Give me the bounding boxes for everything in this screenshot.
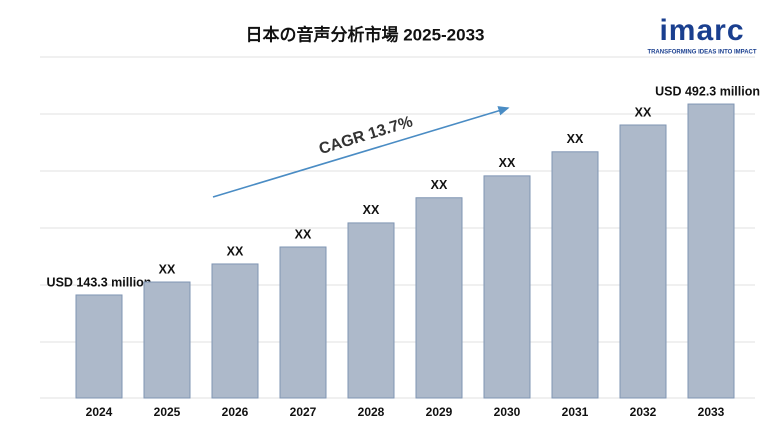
bar [211, 263, 259, 399]
x-tick-label: 2025 [154, 405, 181, 419]
bar [143, 281, 191, 399]
value-label: XX [159, 262, 176, 276]
bar [415, 197, 463, 399]
value-label: XX [499, 156, 516, 170]
x-tick-label: 2028 [358, 405, 385, 419]
cagr-arrow [212, 106, 510, 198]
bar [483, 175, 531, 399]
value-label: XX [295, 227, 312, 241]
value-label: XX [227, 244, 244, 258]
value-label: USD 143.3 million [47, 275, 152, 289]
value-label: XX [635, 105, 652, 119]
value-label: XX [363, 203, 380, 217]
logo-name: imarc [659, 14, 744, 47]
x-tick-label: 2029 [426, 405, 453, 419]
bar [687, 103, 735, 399]
x-tick-label: 2026 [222, 405, 249, 419]
bar [347, 222, 395, 399]
x-tick-label: 2027 [290, 405, 317, 419]
bar [619, 124, 667, 399]
x-tick-label: 2024 [86, 405, 113, 419]
chart-title: 日本の音声分析市場 2025-2033 [245, 24, 484, 44]
logo-tagline: TRANSFORMING IDEAS INTO IMPACT [647, 50, 756, 56]
bar [75, 294, 123, 399]
x-tick-label: 2033 [698, 405, 725, 419]
value-label: XX [431, 178, 448, 192]
x-tick-label: 2031 [562, 405, 589, 419]
x-tick-label: 2030 [494, 405, 521, 419]
bar [551, 151, 599, 399]
value-label: USD 492.3 million [655, 84, 760, 98]
bar [279, 246, 327, 399]
value-label: XX [567, 132, 584, 146]
x-tick-label: 2032 [630, 405, 657, 419]
